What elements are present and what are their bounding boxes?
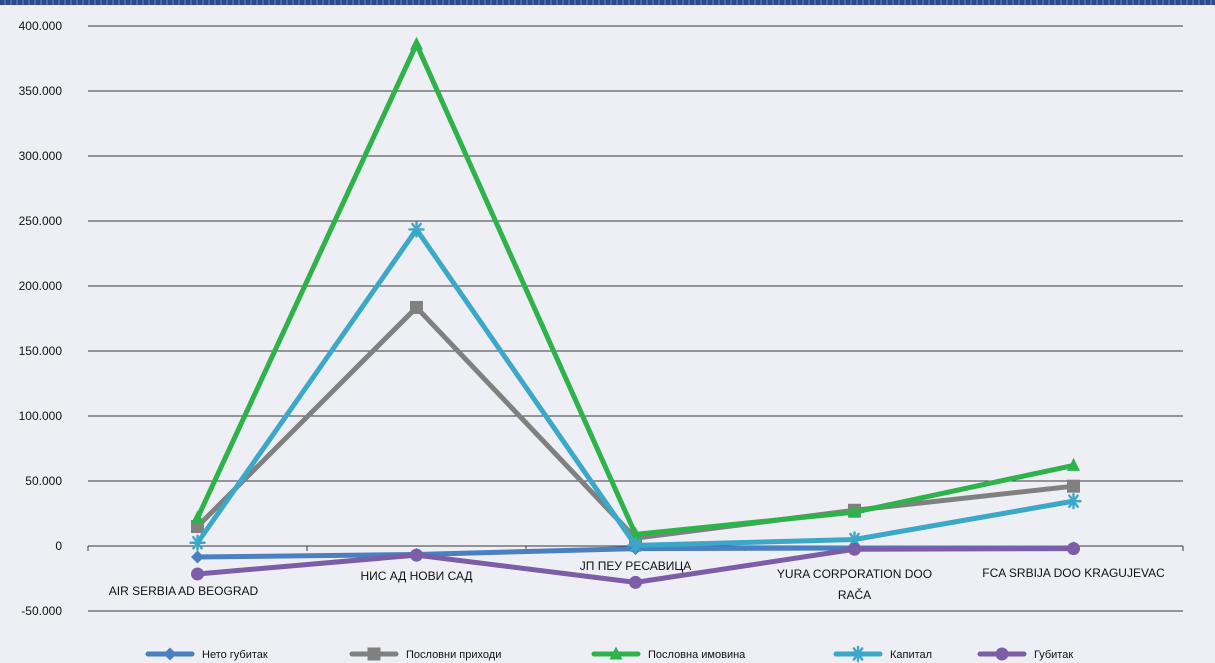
x-category-label: НИС АД НОВИ САД <box>360 569 472 583</box>
y-tick-label: 0 <box>55 539 62 553</box>
legend-label: Пословни приходи <box>406 649 501 661</box>
series-4 <box>189 221 1082 554</box>
legend-item[interactable]: Капитал <box>833 645 932 663</box>
legend-item[interactable]: Пословни приходи <box>349 647 501 662</box>
series-lines <box>189 36 1082 589</box>
data-point-marker <box>410 548 423 562</box>
y-tick-label: -50.000 <box>21 604 62 618</box>
data-point-marker <box>848 504 861 518</box>
data-point-marker <box>848 542 861 556</box>
legend[interactable]: Нето губитак Пословни приходи Пословна имо… <box>145 645 1073 663</box>
series-line <box>195 226 1076 548</box>
x-axis-category-labels: AIR SERBIA AD BEOGRAD НИС АД НОВИ САД ЈП П… <box>109 559 1165 602</box>
series-line <box>195 41 1076 537</box>
legend-item[interactable]: Нето губитак <box>145 647 268 662</box>
y-tick-label: 300.000 <box>19 149 63 163</box>
x-category-label: FCA SRBIJA DOO KRAGUJEVAC <box>982 566 1165 580</box>
y-tick-label: 250.000 <box>19 214 63 228</box>
data-point-marker <box>1065 492 1082 510</box>
data-point-marker <box>629 575 642 589</box>
legend-label: Нето губитак <box>202 649 268 661</box>
grid-lines <box>88 25 1183 612</box>
legend-marker <box>995 647 1009 661</box>
series-2 <box>191 300 1080 545</box>
x-category-label: YURA CORPORATION DOO <box>777 567 932 581</box>
legend-label: Пословна имовина <box>648 649 746 661</box>
top-border <box>0 0 1215 5</box>
data-point-marker <box>410 300 423 314</box>
x-category-label: AIR SERBIA AD BEOGRAD <box>109 584 259 598</box>
data-point-marker <box>408 221 425 238</box>
series-line <box>195 304 1076 541</box>
legend-marker <box>163 647 177 661</box>
y-tick-label: 400.000 <box>19 19 63 33</box>
legend-item[interactable]: Пословна имовина <box>591 646 746 662</box>
legend-item[interactable]: Губитак <box>977 647 1073 662</box>
data-point-marker <box>191 567 204 581</box>
x-category-label: ЈП ПЕУ РЕСАВИЦА <box>580 559 691 573</box>
data-point-marker <box>189 534 206 551</box>
series-3 <box>191 36 1080 540</box>
data-point-marker <box>1067 479 1080 493</box>
data-point-marker <box>410 36 423 50</box>
y-tick-label: 50.000 <box>25 474 62 488</box>
legend-marker <box>849 645 867 663</box>
y-tick-label: 150.000 <box>19 344 63 358</box>
data-point-marker <box>191 510 204 524</box>
data-point-marker <box>627 537 644 554</box>
legend-marker <box>367 647 381 661</box>
y-tick-label: 100.000 <box>19 409 63 423</box>
legend-label: Губитак <box>1034 649 1073 661</box>
series-5 <box>191 542 1080 589</box>
y-tick-label: 200.000 <box>19 279 63 293</box>
data-point-marker <box>1067 542 1080 556</box>
data-point-marker <box>191 550 204 564</box>
y-axis-tick-labels: 400.000 350.000 300.000 250.000 200.000 150.0… <box>19 19 63 618</box>
legend-label: Капитал <box>890 649 932 661</box>
legend-marker <box>609 646 623 660</box>
data-point-marker <box>1067 457 1080 471</box>
y-tick-label: 350.000 <box>19 84 63 98</box>
x-category-label: RAČA <box>838 587 871 602</box>
